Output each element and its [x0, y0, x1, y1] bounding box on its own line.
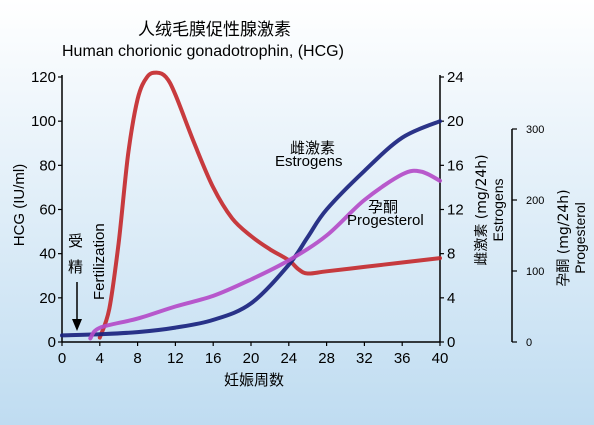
estrogen-tick-label-1: 4 — [447, 290, 455, 307]
hcg-point-9 — [194, 143, 195, 144]
estrogen-point-1 — [99, 334, 100, 335]
hcg-tick-label-0: 0 — [48, 334, 56, 351]
x-tick-label-8: 32 — [356, 350, 373, 367]
hcg-series-line — [97, 70, 442, 340]
progesterone-tick-label-0: 0 — [526, 337, 532, 349]
progesterone-axis-label-cn: 孕酮 (mg/24h) — [556, 189, 572, 286]
hcg-point-5 — [146, 76, 147, 77]
x-axis-label: 妊娠周数 — [224, 371, 284, 389]
estrogen-tick-label-3: 12 — [447, 202, 464, 219]
hcg-point-12 — [250, 235, 251, 236]
progesterone-point-10 — [421, 171, 422, 172]
x-tick-label-0: 0 — [58, 350, 66, 367]
progesterone-tick-label-2: 200 — [526, 195, 544, 207]
estrogen-point-10 — [402, 137, 403, 138]
estrogen-point-2 — [137, 331, 138, 332]
estrogen-tick-label-0: 0 — [447, 334, 455, 351]
hcg-point-6 — [156, 72, 157, 73]
x-tick-label-4: 16 — [205, 350, 222, 367]
estrogen-label-cn: 雌激素 — [290, 139, 335, 157]
x-tick-label-3: 12 — [167, 350, 184, 367]
fertilization-arrowhead — [72, 319, 82, 331]
progesterone-point-4 — [213, 295, 214, 296]
estrogen-point-0 — [61, 335, 62, 336]
fertilization-cn-char-1: 受 — [68, 232, 83, 250]
progesterone-tick-label-3: 300 — [526, 124, 544, 136]
hcg-tick-label-5: 100 — [31, 113, 56, 130]
hcg-point-11 — [232, 218, 233, 219]
estrogen-tick-label-2: 8 — [447, 246, 455, 263]
hcg-point-17 — [326, 271, 327, 272]
progesterone-label-en: Progesterol — [347, 212, 424, 229]
hcg-tick-label-4: 80 — [39, 157, 56, 174]
hcg-tick-label-2: 40 — [39, 246, 56, 263]
hcg-point-1 — [109, 308, 110, 309]
progesterone-label-cn: 孕酮 — [368, 198, 398, 216]
hcg-point-16 — [307, 273, 308, 274]
progesterone-point-3 — [175, 306, 176, 307]
hcg-tick-label-3: 60 — [39, 202, 56, 219]
estrogen-label-en: Estrogens — [275, 153, 343, 170]
hcg-point-8 — [175, 94, 176, 95]
chart-title-en: Human chorionic gonadotrophin, (HCG) — [62, 43, 344, 60]
estrogen-tick-label-5: 20 — [447, 113, 464, 130]
progesterone-point-11 — [439, 180, 440, 181]
estrogen-axis-label-en: Estrogens — [490, 178, 506, 241]
progesterone-point-9 — [402, 174, 403, 175]
hcg-point-18 — [364, 266, 365, 267]
hcg-point-20 — [439, 257, 440, 258]
fertilization-cn-char-2: 精 — [68, 258, 83, 276]
hcg-point-19 — [402, 262, 403, 263]
estrogen-tick-label-4: 16 — [447, 157, 464, 174]
progesterone-axis-label-en: Progesterol — [572, 202, 588, 274]
hcg-point-10 — [213, 187, 214, 188]
estrogen-point-7 — [307, 237, 308, 238]
x-tick-label-9: 36 — [394, 350, 411, 367]
estrogen-point-5 — [250, 303, 251, 304]
progesterone-point-0 — [90, 338, 91, 339]
progesterone-point-5 — [250, 279, 251, 280]
hcg-point-0 — [99, 337, 100, 338]
hcg-tick-label-6: 120 — [31, 69, 56, 86]
x-tick-label-6: 24 — [280, 350, 297, 367]
hcg-point-4 — [137, 98, 138, 99]
hcg-point-3 — [128, 154, 129, 155]
progesterone-series-line — [88, 168, 442, 341]
fertilization-en: Fertilization — [91, 223, 108, 300]
x-tick-label-1: 4 — [96, 350, 104, 367]
estrogen-point-9 — [364, 170, 365, 171]
hcg-axis-label: HCG (IU/ml) — [11, 164, 28, 247]
progesterone-point-2 — [137, 318, 138, 319]
hcg-point-2 — [118, 242, 119, 243]
fertilization-annotation: 受 精 Fertilization — [68, 223, 108, 331]
progesterone-point-7 — [326, 235, 327, 236]
x-tick-label-2: 8 — [133, 350, 141, 367]
hcg-point-15 — [298, 269, 299, 270]
progesterone-tick-label-1: 100 — [526, 266, 544, 278]
estrogen-point-3 — [175, 327, 176, 328]
x-tick-label-7: 28 — [318, 350, 335, 367]
series-layer — [60, 70, 442, 341]
estrogen-point-11 — [439, 121, 440, 122]
hcg-point-7 — [165, 76, 166, 77]
progesterone-point-6 — [288, 260, 289, 261]
estrogen-point-4 — [213, 319, 214, 320]
estrogen-series-line — [60, 119, 442, 338]
progesterone-point-8 — [364, 199, 365, 200]
estrogen-tick-label-6: 24 — [447, 69, 464, 86]
x-tick-label-5: 20 — [243, 350, 260, 367]
estrogen-axis-label-cn: 雌激素 (mg/24h) — [473, 154, 490, 265]
chart-title-cn: 人绒毛膜促性腺激素 — [138, 20, 291, 40]
estrogen-point-6 — [288, 264, 289, 265]
hcg-tick-label-1: 20 — [39, 290, 56, 307]
estrogen-point-8 — [326, 209, 327, 210]
hcg-point-13 — [269, 249, 270, 250]
x-tick-label-10: 40 — [432, 350, 449, 367]
progesterone-point-1 — [99, 327, 100, 328]
